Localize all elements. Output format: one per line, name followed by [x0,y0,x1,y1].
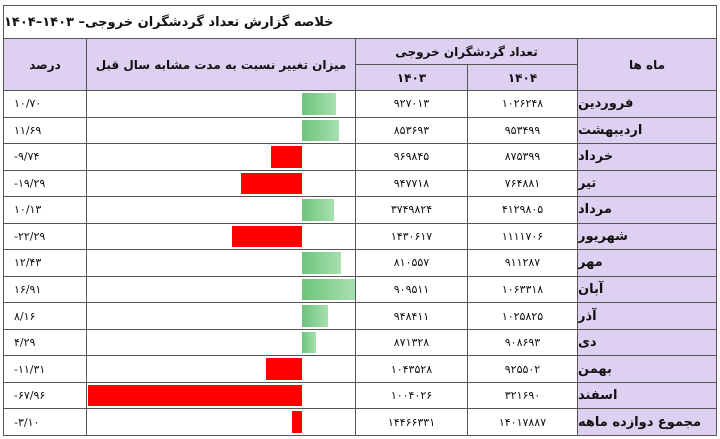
change-bar [241,172,302,195]
month-cell: آذر [577,302,717,330]
value-1403: ۱۰۴۳۵۲۸ [355,355,468,383]
change-bar [302,199,334,221]
month-cell: مجموع دوازده ماهه [577,408,717,436]
change-bar [302,331,316,354]
value-1404: ۹۰۸۶۹۳ [467,328,578,357]
value-1404: ۳۲۱۶۹۰ [467,381,578,410]
percent-cell: ۱۱/۶۹ [3,116,87,145]
bar-cell [86,408,356,436]
value-1404: ۱۰۶۳۳۱۸ [467,275,578,304]
header-month: ماه ها [577,38,717,91]
value-1404: ۹۱۱۲۸۷ [467,249,578,277]
month-cell: فروردین [577,90,717,118]
percent-cell: -۱۱/۳۱ [3,355,87,383]
change-bar [302,119,339,142]
value-1403: ۱۴۳۰۶۱۷ [355,222,468,251]
change-bar [302,305,328,327]
value-1404: ۷۶۴۸۸۱ [467,169,578,198]
value-1403: ۱۰۰۴۰۲۶ [355,381,468,410]
percent-cell: -۶۷/۹۶ [3,381,87,410]
month-cell: خرداد [577,143,717,171]
percent-cell: ۸/۱۶ [3,302,87,330]
percent-cell: -۱۹/۲۹ [3,169,87,198]
month-cell: آبان [577,275,717,304]
title: خلاصه گزارش تعداد گردشگران خروجی– ۱۴۰۳–۱… [3,5,717,39]
value-1404: ۱۴۰۱۷۸۸۷ [467,408,578,436]
percent-cell: -۳/۱۰ [3,408,87,436]
percent-cell: ۱۶/۹۱ [3,275,87,304]
percent-cell: -۹/۷۴ [3,143,87,171]
change-bar [292,411,302,433]
header-percent: درصد [3,38,87,91]
header-1403: ۱۴۰۳ [355,64,468,91]
header-group: تعداد گردشگران خروجی [355,38,578,65]
percent-cell: ۱۰/۱۳ [3,196,87,224]
bar-cell [86,222,356,251]
value-1403: ۹۰۹۵۱۱ [355,275,468,304]
value-1403: ۹۶۹۸۴۵ [355,143,468,171]
month-cell: تیر [577,169,717,198]
month-cell: بهمن [577,355,717,383]
value-1403: ۸۷۱۳۲۸ [355,328,468,357]
month-cell: اردیبهشت [577,116,717,145]
change-bar [88,384,302,407]
bar-cell [86,328,356,357]
value-1403: ۹۴۷۷۱۸ [355,169,468,198]
value-1404: ۹۵۳۴۹۹ [467,116,578,145]
bar-cell [86,355,356,383]
percent-cell: ۴/۲۹ [3,328,87,357]
bar-cell [86,143,356,171]
value-1404: ۱۰۲۵۸۲۵ [467,302,578,330]
header-change: میزان تغییر نسبت به مدت مشابه سال قبل [86,38,356,91]
value-1404: ۴۱۲۹۸۰۵ [467,196,578,224]
value-1403: ۹۲۷۰۱۳ [355,90,468,118]
value-1404: ۸۷۵۳۹۹ [467,143,578,171]
change-bar [302,278,356,301]
month-cell: مرداد [577,196,717,224]
value-1403: ۹۴۸۴۱۱ [355,302,468,330]
change-bar [302,252,342,274]
value-1403: ۳۷۴۹۸۲۴ [355,196,468,224]
month-cell: اسفند [577,381,717,410]
value-1403: ۱۴۴۶۶۳۳۱ [355,408,468,436]
value-1404: ۱۰۲۶۲۴۸ [467,90,578,118]
change-bar [271,146,302,168]
percent-cell: ۱۲/۴۳ [3,249,87,277]
value-1403: ۸۱۰۵۵۷ [355,249,468,277]
bar-cell [86,169,356,198]
change-bar [302,93,336,115]
value-1403: ۸۵۳۶۹۳ [355,116,468,145]
change-bar [231,225,302,248]
month-cell: شهریور [577,222,717,251]
header-1404: ۱۴۰۴ [467,64,578,91]
percent-cell: ۱۰/۷۰ [3,90,87,118]
percent-cell: -۲۲/۲۹ [3,222,87,251]
month-cell: دی [577,328,717,357]
value-1404: ۱۱۱۱۷۰۶ [467,222,578,251]
change-bar [266,358,302,380]
value-1404: ۹۲۵۵۰۲ [467,355,578,383]
month-cell: مهر [577,249,717,277]
